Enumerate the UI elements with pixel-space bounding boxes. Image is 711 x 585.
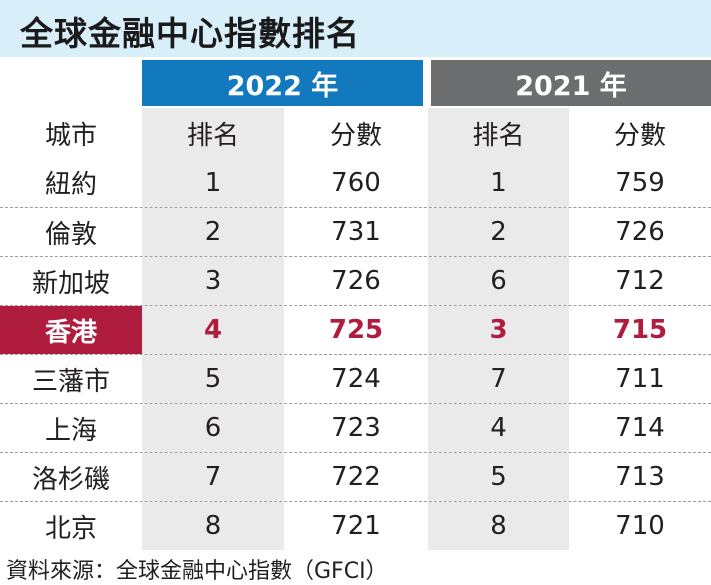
page-title: 全球金融中心指數排名 [20, 14, 360, 53]
cell-rank-2022: 8 [142, 502, 284, 550]
cell-rank-2021: 1 [428, 158, 569, 207]
cell-city: 上海 [44, 415, 97, 446]
cell-score-2022: 724 [331, 364, 381, 394]
column-header-score-2022: 分數 [329, 120, 382, 151]
cell-score-2022: 760 [331, 167, 381, 198]
year-header-2021: 2021 年 [431, 60, 711, 106]
cell-rank-2021: 2 [428, 208, 569, 256]
cell-rank-2021: 8 [428, 502, 569, 550]
title-bar: 全球金融中心指數排名 [0, 0, 711, 57]
cell-city: 倫敦 [44, 219, 97, 250]
table-row: 三藩市 5 724 7 711 [0, 354, 711, 403]
column-header-row: 城市 排名 分數 排名 分數 [0, 108, 711, 158]
cell-score-2021: 726 [615, 217, 665, 247]
column-header-rank-2021: 排名 [428, 108, 569, 158]
cell-rank-2022: 7 [142, 453, 284, 501]
table-body: 紐約 1 760 1 759 倫敦 2 731 2 726 新加坡 3 726 6 712 香港 4 725 3 71… [0, 158, 711, 550]
cell-city: 三藩市 [31, 366, 110, 397]
cell-rank-2022: 5 [142, 355, 284, 403]
cell-city: 北京 [44, 513, 97, 544]
cell-rank-2021: 3 [428, 306, 569, 354]
cell-score-2021: 713 [615, 462, 665, 492]
cell-score-2022: 731 [331, 217, 381, 247]
table-row: 紐約 1 760 1 759 [0, 158, 711, 207]
cell-score-2021: 711 [615, 364, 665, 394]
cell-rank-2021: 7 [428, 355, 569, 403]
table-row: 上海 6 723 4 714 [0, 403, 711, 452]
cell-score-2021: 715 [612, 315, 668, 345]
column-header-city: 城市 [44, 120, 97, 151]
ranking-table: 城市 排名 分數 排名 分數 紐約 1 760 1 759 倫敦 2 731 2 726 新加坡 3 7… [0, 108, 711, 550]
cell-city: 紐約 [44, 170, 97, 200]
table-row-highlighted: 香港 4 725 3 715 [0, 305, 711, 354]
cell-rank-2021: 4 [428, 404, 569, 452]
table-row: 倫敦 2 731 2 726 [0, 207, 711, 256]
column-header-score-2021: 分數 [613, 120, 666, 151]
year-header-2022: 2022 年 [142, 60, 423, 106]
cell-rank-2022: 2 [142, 208, 284, 256]
cell-city: 新加坡 [31, 268, 110, 299]
cell-score-2021: 710 [615, 511, 665, 541]
cell-score-2022: 725 [328, 315, 384, 345]
cell-score-2022: 726 [331, 266, 381, 296]
cell-rank-2021: 6 [428, 257, 569, 305]
cell-city: 洛杉磯 [31, 464, 110, 495]
cell-city: 香港 [0, 306, 142, 354]
table-row: 洛杉磯 7 722 5 713 [0, 452, 711, 501]
table-row: 北京 8 721 8 710 [0, 501, 711, 550]
column-header-rank-2022: 排名 [142, 108, 284, 158]
cell-rank-2022: 4 [142, 306, 284, 354]
source-note: 資料來源：全球金融中心指數（GFCI） [6, 559, 388, 584]
cell-rank-2022: 3 [142, 257, 284, 305]
cell-rank-2021: 5 [428, 453, 569, 501]
cell-rank-2022: 1 [142, 158, 284, 207]
cell-score-2021: 712 [615, 266, 665, 296]
cell-score-2021: 714 [615, 413, 665, 443]
cell-score-2022: 722 [331, 462, 381, 492]
cell-score-2021: 759 [615, 167, 665, 198]
table-row: 新加坡 3 726 6 712 [0, 256, 711, 305]
cell-rank-2022: 6 [142, 404, 284, 452]
cell-score-2022: 723 [331, 413, 381, 443]
cell-score-2022: 721 [331, 511, 381, 541]
